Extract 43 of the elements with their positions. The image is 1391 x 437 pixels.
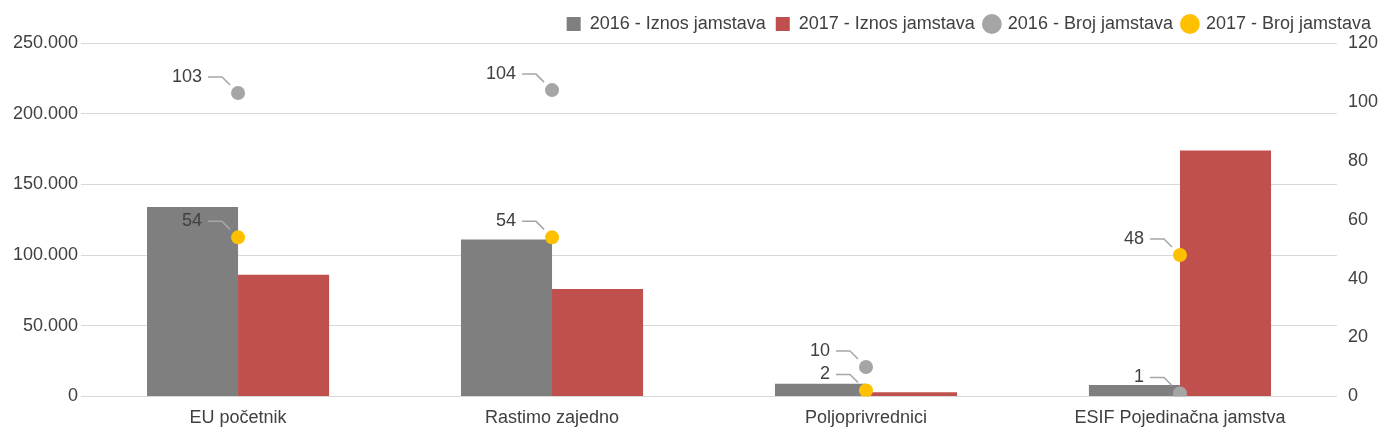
point [859,383,873,397]
y2-tick-label: 40 [1347,267,1368,288]
y-tick-label: 250.000 [12,31,79,52]
bar [774,383,866,396]
y-tick-label: 150.000 [12,173,79,194]
bar [1179,150,1272,396]
y2-tick-label: 120 [1347,31,1379,52]
x-tick-label: ESIF Pojedinačna jamstva [1074,407,1287,428]
bar [460,239,553,396]
bar [552,288,644,396]
y-tick-label: 100.000 [12,244,79,265]
y2-tick-label: 0 [1347,385,1358,406]
data-label: 104 [485,63,517,84]
legend-label: 2017 - Iznos jamstava [798,12,976,33]
y-tick-label: 200.000 [12,102,79,123]
data-label: 2 [819,363,830,384]
legend-label: 2017 - Broj jamstava [1205,12,1372,33]
y2-tick-label: 80 [1347,149,1368,170]
legend-label: 2016 - Broj jamstava [1007,12,1174,33]
legend-label: 2016 - Iznos jamstava [589,12,767,33]
point [231,230,246,245]
y2-tick-label: 60 [1347,208,1368,229]
point [859,359,873,374]
point [1172,248,1187,263]
point [545,230,560,245]
data-label: 103 [172,66,203,87]
x-tick-label: EU početnik [189,407,288,428]
bar [147,206,239,396]
data-label: 48 [1123,228,1144,249]
x-tick-label: Rastimo zajedno [484,407,620,428]
point [231,86,246,101]
data-label: 54 [496,210,517,231]
bar [238,274,330,396]
x-tick-label: Poljoprivrednici [804,407,928,428]
data-label: 54 [182,210,203,231]
data-label: 1 [1133,366,1144,387]
y-tick-label: 50.000 [23,314,79,335]
y-tick-label: 0 [68,385,79,406]
y2-tick-label: 20 [1347,326,1368,347]
bar [1088,385,1180,396]
y2-tick-label: 100 [1347,90,1379,111]
point [545,83,560,98]
data-label: 10 [809,339,830,360]
